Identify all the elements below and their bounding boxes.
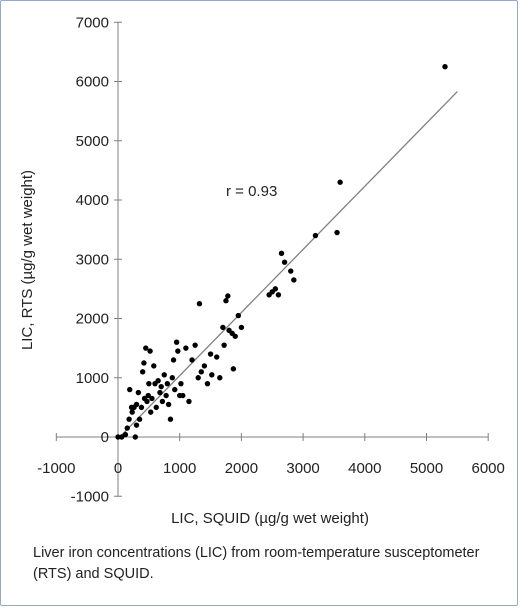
x-tick-label: 3000 (286, 460, 319, 477)
data-point (196, 300, 203, 307)
x-axis-ticks: -1000 0 1000 2000 3000 4000 5000 6000 (37, 433, 505, 477)
data-point (163, 392, 169, 399)
data-point (169, 375, 175, 381)
x-tick-label: 6000 (472, 460, 505, 477)
data-point (178, 380, 184, 387)
data-point (172, 386, 178, 393)
trendline (117, 91, 458, 440)
x-tick-label: 0 (114, 460, 122, 477)
data-point (167, 416, 174, 422)
data-point (138, 404, 145, 411)
data-point (204, 380, 211, 387)
data-point (192, 342, 198, 348)
data-point (145, 392, 151, 399)
data-point (161, 372, 167, 378)
data-point (170, 357, 177, 363)
data-point (272, 286, 279, 292)
data-point (115, 434, 121, 440)
data-point (141, 360, 147, 366)
correlation-annotation: r = 0.93 (226, 183, 277, 200)
y-tick-label: -1000 (71, 488, 109, 505)
data-point (159, 398, 166, 405)
x-tick-label: -1000 (37, 460, 75, 477)
data-point (220, 324, 226, 331)
data-point (133, 422, 140, 428)
data-point (214, 354, 220, 360)
data-point (225, 293, 231, 299)
data-point (132, 434, 138, 440)
figure-caption: Liver iron concentrations (LIC) from roo… (33, 545, 480, 582)
data-point (139, 369, 146, 375)
data-point (129, 409, 135, 415)
y-axis-ticks: -1000 0 1000 2000 3000 4000 5000 6000 7000 (71, 14, 122, 505)
data-point (143, 345, 149, 351)
data-point (133, 401, 140, 408)
data-point (147, 348, 153, 354)
y-tick-label: 2000 (76, 311, 109, 328)
y-tick-label: 0 (101, 429, 109, 446)
data-point (207, 351, 214, 357)
data-point (337, 179, 343, 185)
data-point (155, 378, 161, 384)
data-point (126, 416, 132, 422)
data-point (232, 333, 238, 339)
data-point (291, 277, 297, 283)
y-tick-label: 1000 (76, 370, 109, 387)
data-point (151, 363, 157, 369)
data-point (334, 229, 340, 236)
data-point (136, 416, 143, 422)
data-point (173, 339, 180, 345)
data-point (288, 268, 294, 274)
x-tick-label: 2000 (225, 460, 258, 477)
data-point (209, 372, 215, 378)
data-point (238, 324, 245, 331)
data-point (149, 395, 155, 402)
data-point (164, 380, 171, 387)
data-points (115, 63, 448, 440)
data-point (144, 398, 150, 405)
y-tick-label: 6000 (76, 74, 109, 91)
data-point (312, 232, 319, 239)
x-tick-label: 4000 (348, 460, 381, 477)
x-tick-label: 1000 (163, 460, 196, 477)
data-point (135, 389, 142, 396)
data-point (124, 425, 130, 431)
data-point (278, 250, 285, 257)
data-point (183, 345, 189, 351)
data-point (122, 431, 129, 438)
data-point (189, 357, 195, 363)
y-axis-title: LIC, RTS (µg/g wet weight) (19, 170, 36, 350)
data-point (148, 409, 154, 415)
data-point (201, 363, 208, 369)
data-point (217, 375, 223, 381)
data-point (158, 383, 164, 390)
data-point (235, 312, 242, 319)
data-point (165, 401, 172, 408)
data-point (230, 366, 237, 372)
y-tick-label: 4000 (76, 192, 109, 209)
y-tick-label: 7000 (76, 14, 109, 31)
x-axis-title: LIC, SQUID (µg/g wet weight) (171, 510, 369, 527)
data-point (153, 404, 159, 411)
scatter-chart: -1000 0 1000 2000 3000 4000 5000 6000 -1000 0 100… (19, 14, 505, 527)
data-point (281, 259, 288, 265)
data-point (146, 380, 152, 387)
data-point (223, 298, 229, 304)
data-point (442, 63, 448, 70)
y-tick-label: 5000 (76, 133, 109, 150)
data-point (275, 292, 282, 298)
data-point (180, 392, 186, 399)
data-point (157, 389, 163, 396)
data-point (198, 369, 204, 375)
y-tick-label: 3000 (76, 251, 109, 268)
data-point (221, 342, 227, 348)
x-tick-label: 5000 (410, 460, 443, 477)
data-point (175, 348, 181, 354)
data-point (186, 398, 192, 405)
data-point (127, 386, 133, 393)
data-point (195, 375, 201, 381)
